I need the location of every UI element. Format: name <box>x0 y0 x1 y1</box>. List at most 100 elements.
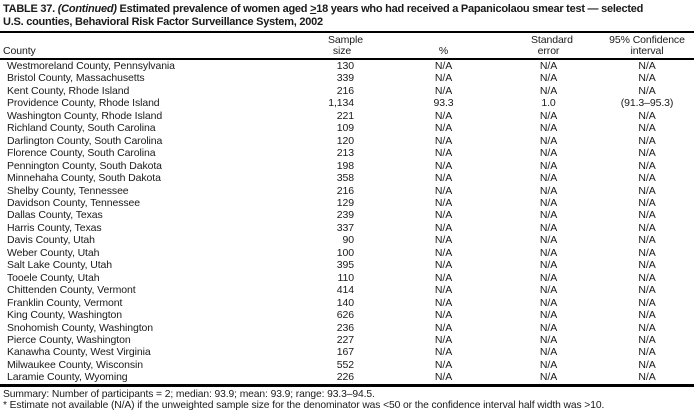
cell-sample: 226 <box>336 371 354 384</box>
column-header-sample-size: Sample size <box>306 33 363 60</box>
greater-equal-symbol: > <box>310 3 317 15</box>
cell-sample: 167 <box>336 346 354 359</box>
cell-sample: 140 <box>336 296 354 309</box>
cell-ci: N/A <box>638 346 656 359</box>
cell-pct: N/A <box>434 284 453 297</box>
cell-pct: N/A <box>434 60 453 72</box>
cell-county: Tooele County, Utah <box>7 271 100 284</box>
prevalence-table: County Sample size % Standard error 95% … <box>0 33 694 387</box>
cell-se: N/A <box>539 147 558 160</box>
cell-pct: N/A <box>434 109 453 122</box>
cell-sample: 236 <box>336 321 354 334</box>
cell-se: N/A <box>539 371 558 384</box>
cell-se: 1.0 <box>541 97 556 110</box>
cell-se: N/A <box>539 296 558 309</box>
cell-se: N/A <box>539 172 558 185</box>
table-header: County Sample size % Standard error 95% … <box>0 33 694 60</box>
cell-sample: 358 <box>336 172 354 185</box>
cell-ci: N/A <box>638 184 656 197</box>
cell-ci: N/A <box>638 172 656 185</box>
summary-text: Summary: Number of participants = 2; med… <box>3 388 375 400</box>
cell-sample: 337 <box>336 221 354 234</box>
continued-label: (Continued) <box>57 3 117 15</box>
cell-se: N/A <box>539 309 558 322</box>
table-row: Tooele County, Utah 110 N/A N/A N/A <box>0 272 694 284</box>
cell-sample: 216 <box>336 184 354 197</box>
cell-ci: N/A <box>638 196 656 209</box>
cell-pct: N/A <box>434 159 453 172</box>
cell-county: Richland County, South Carolina <box>7 122 156 135</box>
cell-se: N/A <box>539 134 558 147</box>
cell-sample: 213 <box>336 147 354 160</box>
cell-pct: N/A <box>434 321 453 334</box>
table-row: Dallas County, Texas 239 N/A N/A N/A <box>0 209 694 221</box>
cell-county: Pierce County, Washington <box>7 333 131 346</box>
table-row: Washington County, Rhode Island 221 N/A N/A… <box>0 110 694 122</box>
cell-sample: 239 <box>336 209 354 222</box>
cell-ci: N/A <box>638 221 656 234</box>
cell-se: N/A <box>539 246 558 259</box>
cell-ci: (91.3–95.3) <box>620 97 674 110</box>
cell-ci: N/A <box>638 321 656 334</box>
cell-ci: N/A <box>638 333 656 346</box>
cell-county: Snohomish County, Washington <box>7 321 154 334</box>
table-row: Shelby County, Tennessee 216 N/A N/A N/A <box>0 185 694 197</box>
cell-county: Dallas County, Texas <box>7 209 103 222</box>
cell-ci: N/A <box>638 134 656 147</box>
cell-county: Milwaukee County, Wisconsin <box>7 358 143 371</box>
table-row: Providence County, Rhode Island 1,134 93.3… <box>0 97 694 109</box>
cell-ci: N/A <box>638 159 656 172</box>
cell-sample: 130 <box>336 60 354 72</box>
cell-pct: N/A <box>434 172 453 185</box>
cell-county: Pennington County, South Dakota <box>7 159 162 172</box>
cell-ci: N/A <box>638 60 656 72</box>
cell-county: Weber County, Utah <box>7 246 100 259</box>
table-number-label: TABLE 37. <box>3 3 58 15</box>
cell-se: N/A <box>539 196 558 209</box>
sample-header-line2: size <box>332 45 352 57</box>
cell-ci: N/A <box>638 147 656 160</box>
cell-sample: 198 <box>336 159 354 172</box>
cell-pct: N/A <box>434 259 453 272</box>
cell-ci: N/A <box>638 109 656 122</box>
table-row: Milwaukee County, Wisconsin 552 N/A N/A N/A <box>0 359 694 371</box>
cell-se: N/A <box>539 84 558 97</box>
ci-header-line1: 95% Confidence <box>609 34 685 46</box>
cell-pct: N/A <box>434 134 453 147</box>
cell-sample: 626 <box>336 309 354 322</box>
cell-county: Harris County, Texas <box>7 221 102 234</box>
ci-header-line2: interval <box>630 45 664 57</box>
cell-sample: 414 <box>336 284 354 297</box>
cell-ci: N/A <box>638 122 656 135</box>
table-row: Laramie County, Wyoming 226 N/A N/A N/A <box>0 371 694 385</box>
table-row: Salt Lake County, Utah 395 N/A N/A N/A <box>0 259 694 271</box>
table-row: Davidson County, Tennessee 129 N/A N/A N/A <box>0 197 694 209</box>
cell-county: Davidson County, Tennessee <box>7 196 141 209</box>
table-title-line2: U.S. counties, Behavioral Risk Factor Su… <box>3 16 323 28</box>
cell-pct: N/A <box>434 84 453 97</box>
table-row: Kent County, Rhode Island 216 N/A N/A N/A <box>0 85 694 97</box>
cell-se: N/A <box>539 284 558 297</box>
cell-county: Providence County, Rhode Island <box>7 97 160 110</box>
cell-sample: 129 <box>336 196 354 209</box>
cell-county: Shelby County, Tennessee <box>7 184 129 197</box>
cell-se: N/A <box>539 358 558 371</box>
cell-se: N/A <box>539 184 558 197</box>
table-row: Harris County, Texas 337 N/A N/A N/A <box>0 222 694 234</box>
cell-ci: N/A <box>638 358 656 371</box>
table-row: Pennington County, South Dakota 198 N/A N/A… <box>0 160 694 172</box>
cell-ci: N/A <box>638 271 656 284</box>
cell-sample: 221 <box>336 109 354 122</box>
cell-se: N/A <box>539 122 558 135</box>
table-row: Westmoreland County, Pennsylvania 130 N/A N… <box>0 59 694 72</box>
cell-sample: 100 <box>336 246 354 259</box>
cell-sample: 395 <box>336 259 354 272</box>
column-header-standard-error: Standard error <box>531 33 576 60</box>
table-row: Weber County, Utah 100 N/A N/A N/A <box>0 247 694 259</box>
table-row: King County, Washington 626 N/A N/A N/A <box>0 309 694 321</box>
cell-ci: N/A <box>638 84 656 97</box>
cell-county: Florence County, South Carolina <box>7 147 156 160</box>
column-header-percent: % <box>356 33 531 60</box>
header-row: County Sample size % Standard error 95% … <box>0 33 694 60</box>
cell-county: Chittenden County, Vermont <box>7 284 136 297</box>
